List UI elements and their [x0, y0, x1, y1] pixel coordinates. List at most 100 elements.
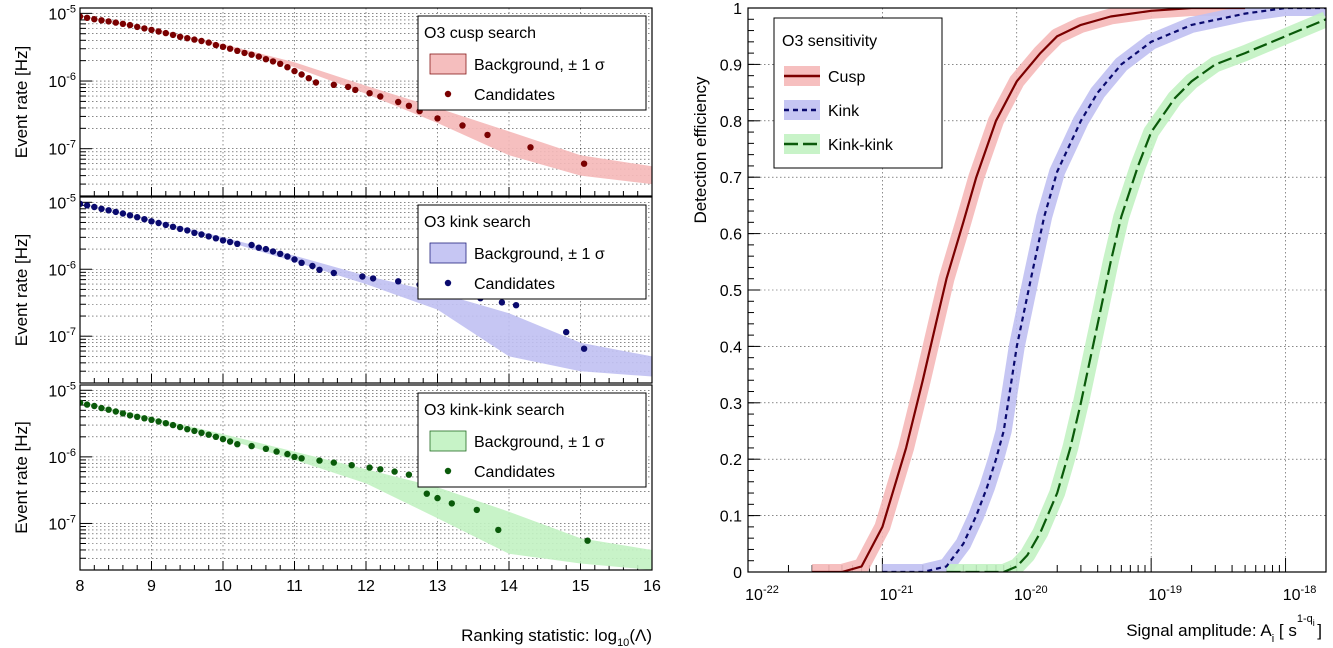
candidate-point [148, 26, 155, 34]
y-tick-label: 10-6 [48, 447, 76, 467]
y-tick-label-exp: -7 [66, 326, 76, 338]
candidate-point [112, 408, 120, 415]
panel-frame [79, 384, 653, 571]
candidate-point [98, 205, 105, 212]
x-tick-label-base: 10 [1014, 587, 1032, 604]
x-tick-label-base: 10 [1283, 587, 1301, 604]
y-tick-label-exp: -7 [66, 513, 76, 525]
x-tick-label: 10-18 [1283, 584, 1317, 604]
candidate-point [298, 259, 305, 266]
y-tick-label: 10-6 [48, 71, 76, 91]
legend-cusp: O3 cusp search Background, ± 1 σ Candidate… [417, 15, 647, 111]
candidate-point [248, 442, 255, 450]
y-tick-label-exp: -5 [66, 3, 76, 15]
y-tick-label: 10-7 [48, 139, 76, 159]
candidate-point [312, 79, 320, 86]
candidate-point [83, 401, 91, 408]
candidate-point [377, 93, 384, 100]
candidate-point [316, 457, 323, 464]
candidate-point [291, 453, 298, 461]
y-tick-label: 10-7 [48, 513, 76, 533]
candidate-point [330, 459, 337, 466]
candidate-point [377, 466, 384, 473]
candidate-point [91, 402, 98, 410]
y-axis-label: Event rate [Hz] [12, 46, 31, 158]
candidate-point [234, 240, 241, 247]
x-axis-label-xlabel-sub: i [1272, 633, 1274, 645]
candidate-point [226, 45, 234, 52]
candidate-point [219, 435, 227, 443]
candidate-point [112, 19, 120, 26]
legend-point-swatch [444, 90, 452, 98]
x-tick-label: 9 [147, 578, 156, 595]
y-tick-label-base: 10 [48, 383, 66, 400]
candidate-point [162, 221, 169, 229]
candidate-point [248, 241, 255, 249]
x-axis-label-main: Ranking statistic: log [461, 626, 617, 645]
candidate-point [255, 53, 262, 60]
efficiency-curve-kink [882, 8, 1326, 572]
y-tick-label: 0.4 [720, 339, 742, 356]
candidate-point [119, 210, 127, 217]
legend-title: O3 sensitivity [782, 33, 877, 50]
candidate-point [423, 490, 430, 497]
x-tick-label: 14 [500, 578, 518, 595]
legend-kink-kink: O3 kink-kink search Background, ± 1 σ Cand… [417, 392, 647, 488]
candidate-point [169, 31, 177, 39]
legend-band-swatch [429, 430, 467, 452]
candidate-point [134, 214, 141, 221]
candidate-point [330, 81, 337, 89]
candidate-point [269, 58, 277, 65]
candidate-point [234, 441, 241, 448]
y-tick-label: 10-6 [48, 259, 76, 279]
candidate-point [176, 225, 184, 233]
candidate-point [205, 39, 212, 46]
candidate-point [344, 83, 352, 91]
candidate-point [284, 253, 291, 260]
candidate-point [330, 269, 337, 277]
candidate-point [126, 412, 134, 419]
candidate-point [141, 216, 148, 223]
legend-point-swatch [444, 279, 452, 287]
x-axis-label: Ranking statistic: log10(Λ) [461, 626, 652, 648]
x-axis-label-xlabel-sup_sub: i [1313, 618, 1318, 628]
legend-point-swatch [444, 467, 452, 475]
candidate-point [155, 418, 162, 425]
y-tick-label: 10-5 [48, 3, 76, 23]
x-axis-label: Signal amplitude: Ai [ s1-qi ] [1126, 613, 1322, 645]
background-band-cusp [80, 15, 652, 185]
candidate-point [405, 102, 413, 110]
y-tick-label-base: 10 [48, 74, 66, 91]
legend-band-swatch [429, 242, 467, 264]
candidate-point [191, 427, 198, 435]
y-axis-label: Event rate [Hz] [12, 421, 31, 533]
panel-frame [747, 7, 1327, 573]
candidate-point [269, 248, 277, 255]
candidate-point [273, 448, 280, 455]
candidate-point [395, 278, 402, 285]
candidate-point [169, 421, 177, 429]
candidate-point [134, 23, 141, 31]
y-tick-label-exp: -7 [66, 139, 76, 151]
candidate-point [141, 415, 148, 422]
plot-area-kink-kink [80, 399, 652, 570]
candidate-point [212, 433, 220, 440]
candidate-point [162, 29, 169, 37]
candidate-point [498, 299, 506, 306]
candidate-point [348, 462, 355, 469]
x-tick-label-base: 10 [880, 587, 898, 604]
legend-band-swatch [784, 134, 820, 154]
candidate-point [226, 238, 234, 246]
legend-band-label: Background, ± 1 σ [474, 246, 605, 263]
candidate-point [305, 75, 312, 82]
x-tick-label-exp: -19 [1166, 584, 1182, 596]
x-tick-label-exp: -20 [1032, 584, 1048, 596]
y-tick-label-base: 10 [48, 142, 66, 159]
legend-band-label: Background, ± 1 σ [474, 434, 605, 451]
x-axis-label-xlabel-unit: [ s [1274, 621, 1297, 640]
y-tick-label: 1 [733, 1, 742, 18]
candidate-point [234, 47, 241, 54]
y-tick-label-exp: -6 [66, 259, 76, 271]
